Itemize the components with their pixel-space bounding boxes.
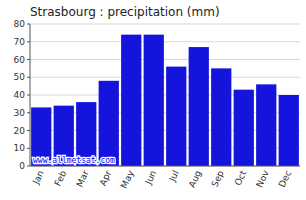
x-tick-label: Dec [277, 169, 293, 189]
grid-line [30, 77, 300, 78]
y-tick-label: 80 [14, 19, 26, 29]
x-tick-label: Aug [187, 169, 203, 189]
chart-container: 0 10 20 30 40 50 60 70 80 Jan Feb Mar Apr May Jun Jul Au… [0, 0, 306, 200]
x-axis-line [30, 166, 300, 167]
x-tick-label: Jun [143, 169, 158, 187]
y-tick-label: 20 [14, 126, 26, 136]
x-tick-label: Jul [167, 169, 181, 184]
y-tick-label: 50 [14, 72, 26, 82]
title: Strasbourg : precipitation (mm) [30, 5, 220, 19]
y-tick-label: 10 [14, 143, 26, 153]
y-tick-label: 40 [14, 90, 26, 100]
bar [121, 35, 141, 166]
x-tick-label: Oct [233, 168, 249, 187]
grid-line [30, 166, 300, 167]
x-tick-label: Apr [98, 169, 114, 188]
bar [189, 47, 209, 166]
bar [144, 35, 164, 166]
grid-line [30, 24, 300, 25]
y-tick-label: 70 [14, 37, 26, 47]
x-tick-label: May [119, 168, 136, 190]
x-tick-label: Mar [75, 169, 91, 189]
grid-line [30, 59, 300, 60]
bar [166, 67, 186, 166]
x-tick-label: Jan [30, 169, 45, 187]
grid-line [30, 41, 300, 42]
watermark: www.allmetsat.com [33, 156, 115, 165]
bar [279, 95, 299, 166]
y-tick-label: 60 [14, 55, 26, 65]
x-tick-label: Feb [52, 169, 68, 188]
bar [234, 90, 254, 166]
bar [99, 81, 119, 166]
y-tick-label: 30 [14, 108, 26, 118]
bars [31, 35, 299, 166]
x-axis: Jan Feb Mar Apr May Jun Jul Aug Sep Oct Nov Dec [30, 168, 293, 190]
chart: 0 10 20 30 40 50 60 70 80 Jan Feb Mar Apr May Jun Jul Au… [0, 0, 306, 200]
x-tick-label: Sep [210, 169, 226, 189]
y-axis: 0 10 20 30 40 50 60 70 80 [14, 19, 30, 171]
x-tick-label: Nov [254, 168, 271, 189]
y-axis-line [30, 24, 31, 166]
grid [30, 24, 300, 166]
bar [211, 68, 231, 166]
bar [256, 84, 276, 166]
y-tick-label: 0 [19, 161, 25, 171]
